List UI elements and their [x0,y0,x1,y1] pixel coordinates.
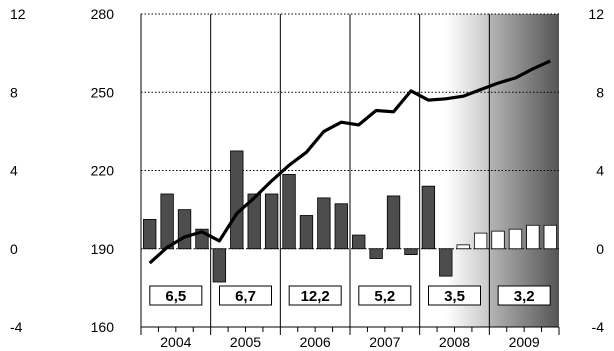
bar [230,150,244,250]
bar [369,248,383,259]
year-value-label: 3,5 [444,288,465,305]
year-value-label: 5,2 [374,288,395,305]
bar [386,195,401,250]
year-value-box [219,285,272,306]
mid-tick-label: 220 [91,163,115,179]
bar [508,228,523,250]
right-tick-label: -4 [592,319,605,335]
bar [317,197,331,250]
year-label: 2005 [230,334,261,350]
mid-axis-ticks: 280 250 220 190 160 [91,6,115,335]
x-tick-marks [140,327,560,335]
bar [526,224,540,250]
mid-tick-label: 280 [91,6,115,22]
left-tick-label: 4 [10,163,18,179]
year-value-box [149,285,203,306]
year-value-box [358,285,412,306]
bar [456,244,470,250]
year-value-box [497,285,551,306]
bar [247,193,261,250]
bar [177,209,192,250]
bar [439,248,453,277]
year-label: 2008 [439,334,470,350]
bar [421,185,436,250]
bar [473,232,488,250]
left-tick-label: 0 [10,241,18,257]
left-tick-label: -4 [10,319,23,335]
right-tick-label: 4 [596,163,604,179]
year-separators [210,14,490,327]
year-label: 2007 [369,334,400,350]
mid-tick-label: 160 [91,319,115,335]
year-value-label: 6,5 [165,288,186,305]
left-tick-label: 8 [10,84,18,100]
mid-tick-label: 190 [91,241,115,257]
year-value-label: 6,7 [235,288,256,305]
bar [491,230,505,250]
bar [404,248,418,256]
left-tick-label: 12 [10,6,26,22]
year-value-box [288,285,342,306]
bar [264,193,279,250]
year-value-label: 3,2 [514,288,535,305]
bar [160,193,174,250]
left-axis-ticks: 12 8 4 0 -4 [10,6,26,335]
right-tick-label: 12 [588,6,604,22]
year-labels: 2004 2005 2006 2007 2008 2009 [160,334,540,350]
bar [352,234,366,250]
mid-tick-label: 250 [91,84,115,100]
year-value-boxes: 6,5 6,7 12,2 5,2 3,5 3,2 [149,285,551,306]
line-series [148,59,551,265]
bar [282,174,296,250]
bar [299,215,314,250]
bar [543,224,557,250]
year-label: 2009 [509,334,540,350]
bar [334,203,348,250]
right-tick-label: 0 [596,241,604,257]
year-value-box [428,285,481,306]
year-value-label: 12,2 [301,288,330,305]
year-label: 2006 [300,334,331,350]
right-tick-label: 8 [596,84,604,100]
right-axis-ticks: 12 8 4 0 -4 [588,6,604,335]
bar [212,248,227,283]
bar [143,219,157,250]
bar-series [143,150,557,283]
year-label: 2004 [160,334,191,350]
